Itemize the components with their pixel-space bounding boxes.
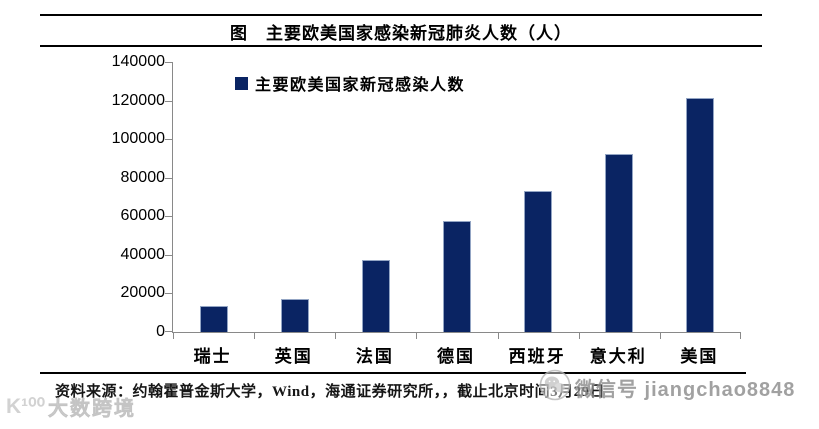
y-tick-mark — [165, 100, 172, 102]
x-axis-label: 意大利 — [589, 347, 647, 366]
x-axis-label: 法国 — [355, 347, 394, 366]
y-tick-label: 80000 — [120, 168, 166, 186]
bar-意大利 — [605, 153, 634, 332]
y-tick-mark — [165, 62, 172, 63]
y-tick-label: 40000 — [120, 245, 166, 263]
x-tick-mark — [740, 333, 741, 339]
x-tick-mark — [659, 333, 661, 339]
source-text: 资料来源：约翰霍普金斯大学，Wind，海通证券研究所，，截止北京时间3月29日 — [55, 384, 606, 400]
legend-label: 主要欧美国家新冠感染人数 — [255, 77, 466, 94]
x-tick-mark — [335, 333, 337, 339]
y-tick-mark — [165, 177, 172, 179]
x-axis-label: 西班牙 — [508, 347, 566, 366]
footer-rule — [40, 372, 746, 374]
x-axis-label: 英国 — [274, 347, 313, 366]
x-tick-mark — [578, 333, 580, 339]
x-tick-mark — [497, 333, 499, 339]
bar-西班牙 — [524, 190, 553, 332]
wechat-watermark: 微信号 jiangchao8848 — [538, 368, 795, 407]
bar-英国 — [280, 299, 309, 332]
x-axis-label: 德国 — [436, 347, 475, 366]
y-axis-labels: 140000 120000 100000 80000 60000 40000 20000 0 — [58, 53, 166, 340]
y-tick-mark — [165, 139, 172, 141]
y-tick-mark — [165, 216, 172, 218]
x-tick-mark — [173, 333, 174, 339]
x-tick-mark — [416, 333, 418, 339]
y-tick-mark — [165, 254, 172, 256]
y-tick-label: 100000 — [111, 130, 165, 148]
plot-area: 主要欧美国家新冠感染人数 — [165, 62, 741, 339]
y-tick-label: 60000 — [120, 207, 166, 225]
brand-logo-icon: K¹⁰⁰ — [6, 395, 45, 418]
y-tick-label: 120000 — [111, 91, 165, 109]
y-tick-label: 20000 — [120, 284, 166, 302]
y-tick-mark — [165, 331, 172, 332]
bar-瑞士 — [199, 306, 228, 332]
y-tick-mark — [165, 293, 172, 295]
bar-法国 — [361, 259, 390, 332]
bar-美国 — [686, 97, 715, 332]
legend-swatch — [235, 76, 248, 90]
brand-watermark-text: 大数跨境 — [48, 398, 136, 421]
chart-legend: 主要欧美国家新冠感染人数 — [235, 71, 465, 95]
bar-德国 — [443, 220, 471, 332]
y-tick-label: 140000 — [111, 53, 165, 70]
y-tick-label: 0 — [156, 323, 165, 340]
wechat-icon — [538, 368, 572, 407]
x-axis-labels: 瑞士 英国 法国 德国 西班牙 意大利 美国 — [172, 342, 740, 367]
x-axis-label: 瑞士 — [193, 347, 232, 366]
x-tick-mark — [254, 333, 256, 339]
wechat-watermark-text: 微信号 jiangchao8848 — [575, 379, 796, 401]
title-bottom-rule — [40, 45, 762, 47]
brand-watermark: K¹⁰⁰ 大数跨境 — [6, 392, 136, 421]
chart-title: 图 主要欧美国家感染新冠肺炎人数（人） — [230, 24, 572, 43]
x-axis-label: 美国 — [680, 347, 719, 366]
title-top-rule — [40, 14, 762, 16]
